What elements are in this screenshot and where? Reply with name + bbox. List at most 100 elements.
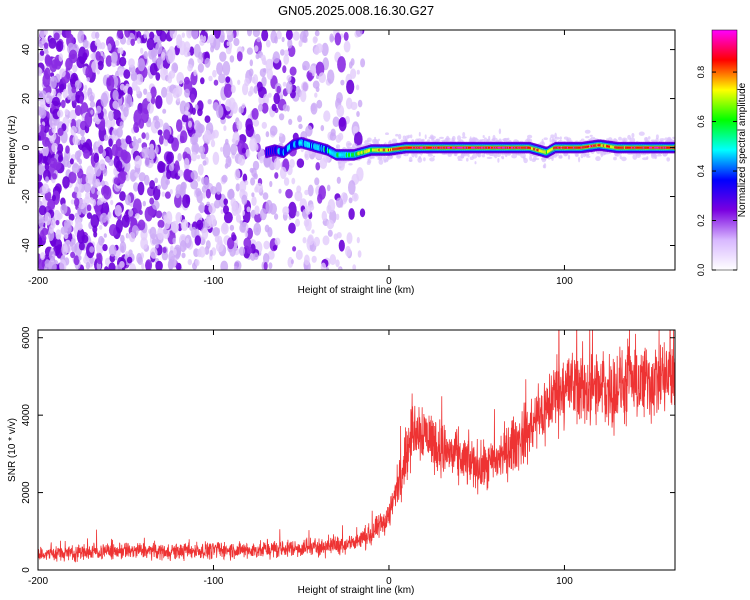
heatmap-blob [172,87,180,99]
heatmap-blob [313,36,318,43]
heatmap-blob [264,224,270,233]
heatmap-blob [149,31,155,40]
heatmap-blob [262,192,269,200]
heatmap-blob [49,157,58,169]
heatmap-blob [38,123,41,134]
heatmap-blob [281,36,285,43]
heatmap-halo [585,135,590,139]
heatmap-blob [59,83,65,91]
heatmap-blob [229,55,235,63]
heatmap-blob [108,159,114,167]
heatmap-blob [212,151,220,165]
heatmap-blob [196,219,204,230]
heatmap-blob [105,55,113,67]
heatmap-blob [249,137,257,152]
heatmap-blob [96,190,101,196]
heatmap-halo [497,158,500,163]
heatmap-blob [254,45,259,52]
heatmap-blob [187,64,193,72]
heatmap-blob [227,189,235,200]
heatmap-blob [302,237,307,244]
heatmap-blob [231,101,238,114]
heatmap-blob [225,99,232,112]
heatmap-blob [108,138,113,147]
heatmap-blob [106,75,115,92]
heatmap-blob [60,203,68,215]
heatmap-blob [356,69,360,75]
heatmap-blob [251,76,256,84]
heatmap-blob [262,68,267,73]
heatmap-blob [301,210,307,218]
heatmap-halo [410,134,413,139]
heatmap-blob [259,208,267,221]
heatmap-blob [165,179,170,186]
heatmap-halo [606,138,609,141]
heatmap-blob [212,69,217,78]
heatmap-blob [140,47,144,55]
heatmap-blob [348,208,355,220]
heatmap-blob [177,169,184,177]
heatmap-blob [42,136,50,147]
heatmap-blob [71,86,76,94]
heatmap-blob [93,152,100,164]
heatmap-blob [164,191,171,199]
heatmap-blob [43,42,49,49]
heatmap-halo [664,137,668,140]
heatmap-blob [39,50,45,56]
heatmap-blob [239,180,247,193]
heatmap-blob [121,214,130,228]
heatmap-blob [283,54,290,65]
heatmap-blob [244,77,250,87]
heatmap-blob [141,108,149,124]
heatmap-blob [338,117,347,132]
heatmap-blob [187,51,191,57]
heatmap-blob [202,160,207,166]
heatmap-blob [95,178,100,187]
heatmap-blob [94,39,101,47]
heatmap-blob [143,33,147,39]
heatmap-blob [348,180,356,195]
heatmap-blob [149,180,156,190]
heatmap-blob [47,188,51,193]
heatmap-halo [613,156,617,161]
heatmap-blob [124,93,133,108]
heatmap-blob [39,30,46,39]
heatmap-halo [402,135,406,140]
heatmap-blob [197,108,203,117]
heatmap-blob [208,75,213,82]
heatmap-blob [278,113,285,121]
heatmap-blob [131,80,138,91]
heatmap-blob [236,120,243,131]
heatmap-frame [37,29,676,271]
heatmap-blob [203,176,210,190]
heatmap-blob [257,103,263,112]
heatmap-halo [457,159,463,161]
heatmap-blob [45,176,49,183]
heatmap-blob [54,238,63,251]
heatmap-blob [59,259,67,270]
heatmap-blob [119,121,124,129]
heatmap-blob [105,119,112,129]
heatmap-blob [50,261,57,270]
heatmap-blob [76,207,82,216]
heatmap-blob [69,241,74,247]
heatmap-blob [348,197,353,204]
heatmap-blob [239,220,244,225]
heatmap-blob [181,32,185,38]
heatmap-blob [195,187,202,197]
heatmap-blob [201,227,209,240]
heatmap-blob [163,215,168,223]
heatmap-halo [364,142,369,146]
heatmap-blob [83,182,92,193]
heatmap-blob [107,211,112,219]
heatmap-blob [177,153,182,162]
heatmap-blob [222,61,231,76]
heatmap-blob [232,131,240,146]
heatmap-blob [48,37,57,49]
heatmap-blob [256,81,263,93]
heatmap-blob [174,193,182,208]
heatmap-halo [338,166,342,169]
heatmap-blob [220,260,229,270]
heatmap-blob [181,114,189,123]
